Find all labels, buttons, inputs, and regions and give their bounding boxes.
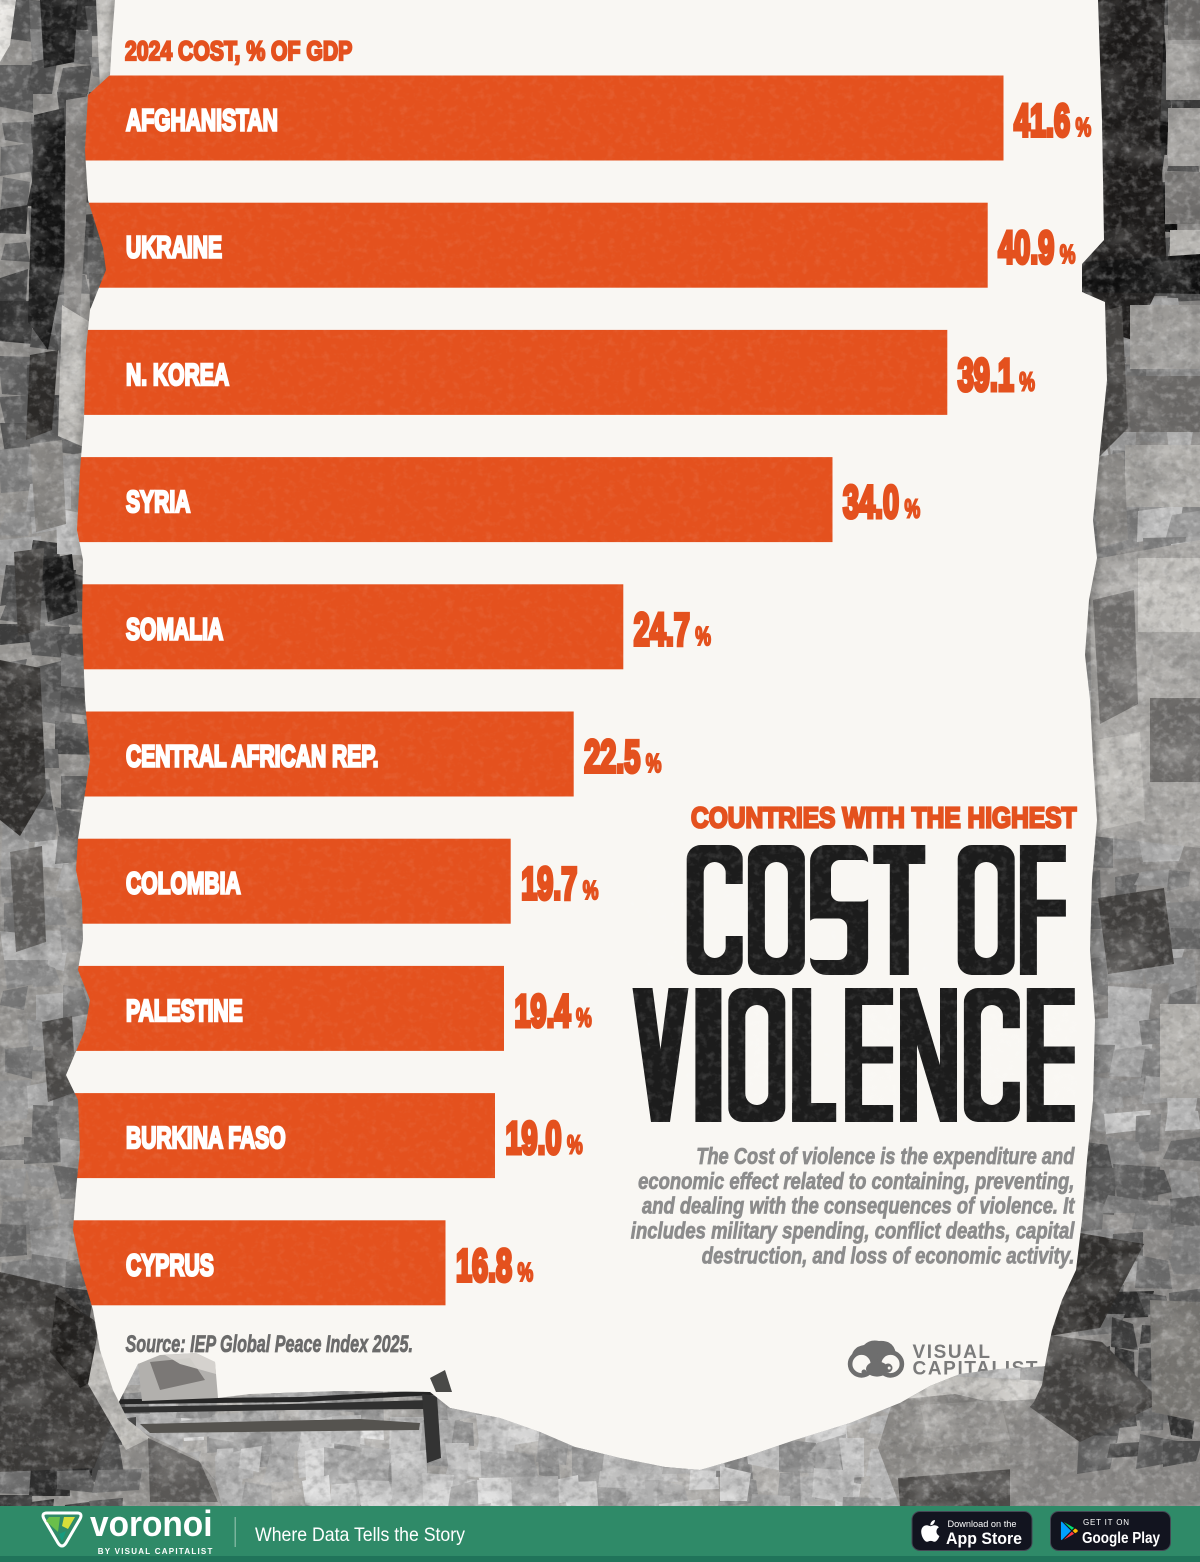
svg-text:%: % xyxy=(695,621,711,650)
svg-text:19.4: 19.4 xyxy=(515,987,571,1037)
svg-text:voronoi: voronoi xyxy=(90,1503,213,1544)
svg-text:40.9: 40.9 xyxy=(998,224,1054,274)
svg-text:Where Data Tells the Story: Where Data Tells the Story xyxy=(255,1524,465,1546)
svg-text:Source: IEP Global Peace Index: Source: IEP Global Peace Index 2025. xyxy=(126,1331,414,1358)
svg-text:GET IT ON: GET IT ON xyxy=(1083,1518,1129,1527)
svg-text:SYRIA: SYRIA xyxy=(126,484,190,519)
svg-text:includes military spending, co: includes military spending, conflict dea… xyxy=(631,1218,1075,1244)
svg-text:39.1: 39.1 xyxy=(958,351,1014,401)
svg-text:CENTRAL AFRICAN REP.: CENTRAL AFRICAN REP. xyxy=(126,738,379,773)
svg-text:%: % xyxy=(583,876,599,905)
svg-text:economic effect related to con: economic effect related to containing, p… xyxy=(638,1168,1074,1194)
svg-text:%: % xyxy=(1019,367,1035,396)
svg-text:41.6: 41.6 xyxy=(1014,97,1070,147)
svg-text:%: % xyxy=(1060,240,1076,269)
svg-text:2024 COST, % OF GDP: 2024 COST, % OF GDP xyxy=(125,37,352,67)
svg-text:App Store: App Store xyxy=(946,1530,1022,1548)
svg-text:BURKINA FASO: BURKINA FASO xyxy=(126,1120,286,1155)
svg-text:16.8: 16.8 xyxy=(456,1241,512,1291)
svg-text:CYPRUS: CYPRUS xyxy=(126,1247,214,1282)
svg-text:24.7: 24.7 xyxy=(634,605,690,655)
svg-text:PALESTINE: PALESTINE xyxy=(126,993,243,1028)
svg-text:Download on the: Download on the xyxy=(948,1519,1017,1530)
svg-text:19.7: 19.7 xyxy=(521,860,577,910)
svg-text:N. KOREA: N. KOREA xyxy=(126,357,229,392)
svg-text:COUNTRIES WITH THE HIGHEST: COUNTRIES WITH THE HIGHEST xyxy=(691,802,1077,834)
svg-text:%: % xyxy=(905,494,921,523)
svg-text:34.0: 34.0 xyxy=(843,478,899,528)
svg-text:COLOMBIA: COLOMBIA xyxy=(126,866,241,901)
svg-text:SOMALIA: SOMALIA xyxy=(126,611,223,646)
svg-text:%: % xyxy=(567,1130,583,1159)
svg-text:and dealing with the consequen: and dealing with the consequences of vio… xyxy=(642,1193,1075,1219)
svg-text:Google Play: Google Play xyxy=(1082,1530,1160,1547)
svg-text:UKRAINE: UKRAINE xyxy=(126,230,222,265)
svg-text:%: % xyxy=(646,749,662,778)
svg-text:22.5: 22.5 xyxy=(584,733,640,783)
svg-text:%: % xyxy=(1076,113,1092,142)
svg-text:%: % xyxy=(518,1257,534,1286)
svg-text:AFGHANISTAN: AFGHANISTAN xyxy=(126,102,278,137)
svg-text:The Cost of violence is the ex: The Cost of violence is the expenditure … xyxy=(696,1143,1075,1169)
svg-text:%: % xyxy=(576,1003,592,1032)
svg-text:destruction, and loss of econo: destruction, and loss of economic activi… xyxy=(702,1242,1075,1268)
svg-text:VISUAL: VISUAL xyxy=(913,1342,991,1363)
svg-text:19.0: 19.0 xyxy=(506,1114,562,1164)
svg-text:BY VISUAL CAPITALIST: BY VISUAL CAPITALIST xyxy=(98,1547,213,1556)
